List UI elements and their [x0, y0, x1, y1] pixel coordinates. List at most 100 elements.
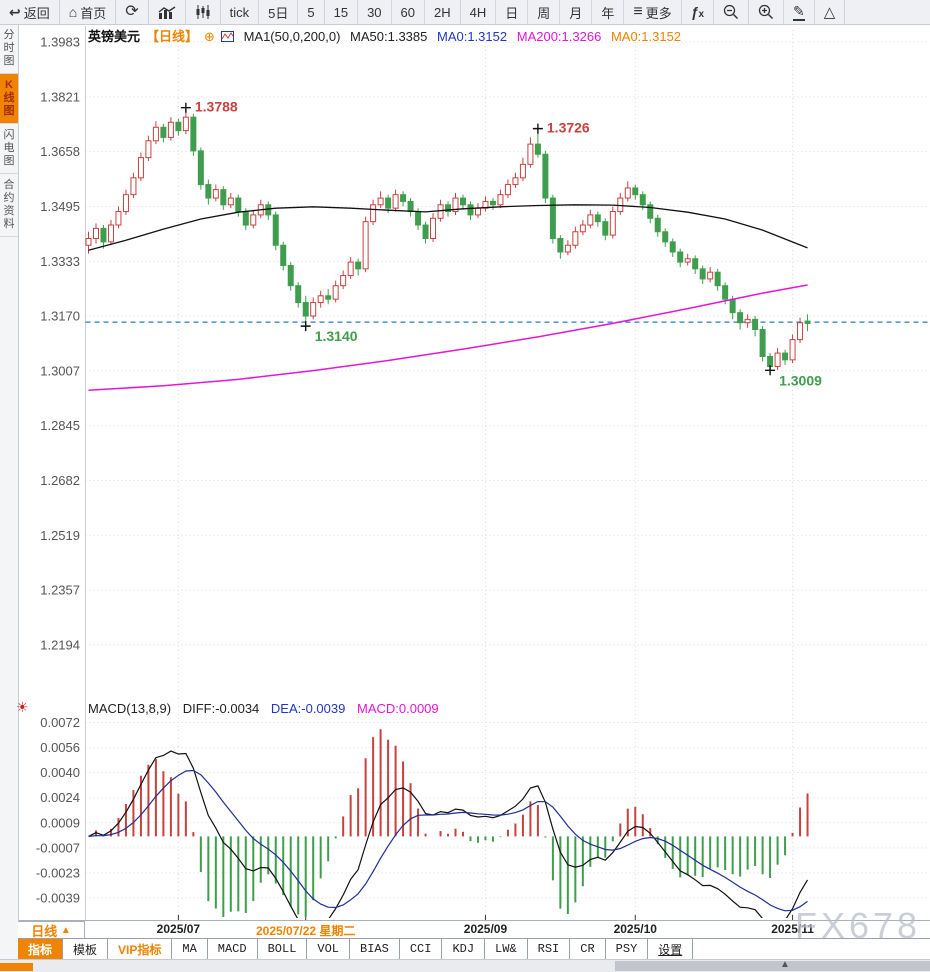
toolbar-more-button[interactable]: ≡ 更多 — [624, 0, 682, 24]
extreme-marker — [532, 123, 543, 134]
candle — [797, 322, 804, 341]
toolbar-candle-chart-button[interactable] — [186, 0, 221, 24]
toolbar-zoom-out-button[interactable] — [714, 0, 750, 24]
candle — [692, 258, 699, 270]
candle — [699, 268, 706, 280]
sidebar-item-4[interactable]: 合约资料 — [0, 174, 18, 237]
price-gridlines: 1.3983 1.3821 1.3658 1.3495 1.3333 1.3170 1.30… — [18, 26, 930, 921]
sidebar-item-char: 料 — [3, 218, 15, 230]
candle — [400, 194, 407, 202]
tab-MA[interactable]: MA — [172, 939, 208, 959]
top-toolbar: ↩ 返回 ⌂ 首页 ⟳ tick 5日 5 15 30 60 2H 4H 日周月年 ≡ 更多 ƒx ✎ △ — [0, 0, 930, 25]
candle — [452, 197, 459, 213]
tab-BIAS[interactable]: BIAS — [350, 939, 400, 959]
candle — [467, 204, 474, 216]
toolbar-back-button[interactable]: ↩ 返回 — [0, 0, 60, 24]
candle — [722, 285, 729, 300]
tab-设置[interactable]: 设置 — [648, 939, 694, 959]
toolbar-h2-button[interactable]: 2H — [425, 0, 461, 24]
candle — [654, 217, 661, 233]
candle — [152, 126, 159, 142]
candle — [407, 200, 414, 213]
price-axis-label: 1.3658 — [40, 144, 80, 159]
tab-VIP指标[interactable]: VIP指标 — [108, 939, 173, 959]
toolbar-5d-button[interactable]: 5日 — [259, 0, 299, 24]
macd-axis-label: 0.0009 — [40, 815, 80, 830]
toolbar-m15-button[interactable]: 15 — [325, 0, 359, 24]
tab-BOLL[interactable]: BOLL — [258, 939, 308, 959]
toolbar-m30-label: 30 — [367, 4, 382, 20]
indicator-settings-icon[interactable]: ☀ — [16, 699, 29, 715]
candle — [684, 258, 691, 263]
candle — [385, 197, 392, 209]
pencil-icon: ✎ — [793, 2, 805, 21]
tab-LW&[interactable]: LW& — [485, 939, 528, 959]
price-axis-label: 1.2845 — [40, 418, 80, 433]
candle — [527, 143, 534, 165]
price-annotation: 1.3140 — [315, 328, 358, 344]
toolbar-day-button[interactable]: 日 — [496, 0, 529, 24]
macd-bar-value: MACD:0.0009 — [356, 701, 439, 716]
tab-模板[interactable]: 模板 — [63, 939, 109, 959]
sidebar-item-1[interactable]: 分时图 — [0, 24, 18, 74]
candle — [752, 318, 759, 331]
candle — [235, 197, 242, 213]
candle — [287, 264, 294, 287]
sidebar-item-3[interactable]: 闪电图 — [0, 124, 18, 174]
price-annotation: 1.3726 — [547, 120, 590, 136]
toolbar-tick-button[interactable]: tick — [221, 0, 260, 24]
x-axis-label: 2025/09 — [463, 922, 508, 936]
toolbar-m60-button[interactable]: 60 — [392, 0, 426, 24]
tab-MACD[interactable]: MACD — [208, 939, 258, 959]
toolbar-tick-label: tick — [229, 4, 250, 20]
tab-RSI[interactable]: RSI — [528, 939, 571, 959]
sidebar-item-char: 资 — [3, 205, 15, 217]
macd-axis-label: -0.0023 — [36, 865, 80, 880]
toolbar-h4-button[interactable]: 4H — [461, 0, 497, 24]
toolbar-refresh-button[interactable]: ⟳ — [116, 0, 149, 24]
toolbar-m30-button[interactable]: 30 — [358, 0, 392, 24]
macd-axis-label: 0.0040 — [40, 765, 80, 780]
scrollbar-handle[interactable]: ▲ — [615, 959, 930, 971]
fx-icon: ƒx — [690, 3, 705, 20]
tab-CCI[interactable]: CCI — [400, 939, 443, 959]
tab-VOL[interactable]: VOL — [307, 939, 351, 959]
candles — [85, 107, 811, 371]
toolbar-year-button[interactable]: 年 — [592, 0, 625, 24]
toolbar-m5-button[interactable]: 5 — [298, 0, 325, 24]
period-selector[interactable]: 日线 ▲ — [18, 921, 85, 939]
ma200-line — [88, 284, 808, 391]
toolbar-area-chart-button[interactable] — [149, 0, 186, 24]
candle — [489, 200, 496, 206]
toolbar-day-label: 日 — [505, 5, 519, 21]
toolbar-month-button[interactable]: 月 — [560, 0, 593, 24]
tab-CR[interactable]: CR — [570, 939, 606, 959]
candle — [617, 197, 624, 213]
candle — [302, 302, 309, 317]
toolbar-home-button[interactable]: ⌂ 首页 — [60, 0, 117, 24]
price-axis-label: 1.3983 — [40, 35, 80, 50]
macd-panel — [88, 729, 809, 918]
candle — [789, 339, 796, 361]
zoom-in-icon — [758, 4, 774, 20]
price-axis-label: 1.2194 — [40, 638, 80, 653]
toolbar-draw-button[interactable]: ✎ — [784, 0, 815, 24]
candle — [624, 187, 631, 199]
tab-指标[interactable]: 指标 — [18, 939, 64, 959]
tab-KDJ[interactable]: KDJ — [442, 939, 486, 959]
tab-PSY[interactable]: PSY — [606, 939, 649, 959]
horizontal-scrollbar[interactable]: ▲ — [0, 959, 930, 972]
toolbar-week-button[interactable]: 周 — [528, 0, 561, 24]
candle — [512, 177, 519, 186]
add-indicator-icon[interactable]: ⊕ — [204, 29, 215, 44]
toolbar-fx-button[interactable]: ƒx — [682, 0, 715, 24]
candle — [744, 318, 751, 324]
toolbar-m60-label: 60 — [400, 4, 416, 20]
toolbar-zoom-in-button[interactable] — [749, 0, 785, 24]
candle — [804, 320, 811, 324]
extreme-marker — [765, 365, 776, 376]
candle — [594, 214, 601, 223]
toolbar-shapes-button[interactable]: △ — [815, 0, 846, 24]
